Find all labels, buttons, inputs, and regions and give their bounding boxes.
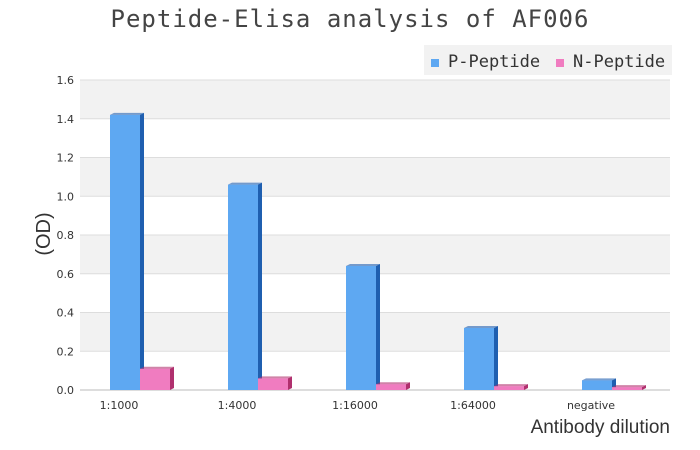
bar-top-n-peptide [494, 384, 528, 387]
bar-top-n-peptide [612, 385, 646, 388]
bar-side-n-peptide [524, 384, 528, 390]
y-tick-label: 0.8 [57, 229, 75, 242]
plot-band [80, 118, 670, 158]
bar-n-peptide [140, 368, 170, 390]
bar-p-peptide [228, 184, 258, 390]
x-tick-label: 1:4000 [218, 399, 257, 412]
legend-label-n-peptide: N-Peptide [573, 52, 665, 72]
plot-band [80, 80, 670, 119]
x-tick-label: negative [567, 399, 615, 412]
y-tick-label: 0.4 [57, 307, 75, 320]
bar-side-p-peptide [376, 264, 380, 390]
bar-p-peptide [464, 328, 494, 390]
x-axis-title: Antibody dilution [531, 417, 670, 438]
bar-top-p-peptide [346, 264, 380, 266]
y-tick-label: 0.6 [57, 268, 75, 281]
plot-band [80, 196, 670, 235]
y-axis-ticks: 0.0 0.2 0.4 0.6 0.8 1.0 1.2 1.4 1.6 [57, 74, 75, 397]
bar-top-n-peptide [376, 382, 410, 385]
x-axis-ticks: 1:1000 1:4000 1:16000 1:64000 negative [100, 399, 616, 412]
bar-p-peptide [110, 114, 140, 390]
bar-top-n-peptide [140, 366, 174, 369]
bar-side-n-peptide [170, 366, 174, 390]
bar-n-peptide [376, 384, 406, 390]
legend-background [424, 45, 672, 75]
y-tick-label: 1.4 [57, 113, 75, 126]
y-tick-label: 1.6 [57, 74, 75, 87]
bar-top-n-peptide [258, 376, 292, 379]
legend: P-Peptide N-Peptide [424, 45, 672, 75]
x-tick-label: 1:64000 [450, 399, 496, 412]
y-tick-label: 1.0 [57, 190, 75, 203]
bar-side-p-peptide [258, 182, 262, 390]
bar-top-p-peptide [228, 182, 262, 185]
bar-top-p-peptide [464, 326, 498, 328]
bar-p-peptide [346, 266, 376, 390]
y-tick-label: 0.2 [57, 345, 75, 358]
bar-side-p-peptide [494, 326, 498, 390]
bar-p-peptide [582, 380, 612, 390]
bar-top-p-peptide [582, 378, 616, 381]
bar-n-peptide [258, 378, 288, 390]
bar-side-n-peptide [288, 376, 292, 390]
bars [110, 112, 646, 390]
y-tick-label: 0.0 [57, 384, 75, 397]
legend-swatch-p-peptide [431, 59, 439, 67]
y-tick-label: 1.2 [57, 152, 75, 165]
bar-n-peptide [612, 387, 642, 390]
bar-side-p-peptide [140, 112, 144, 390]
legend-swatch-n-peptide [556, 59, 564, 67]
bar-side-n-peptide [642, 385, 646, 390]
bar-top-p-peptide [110, 112, 144, 115]
chart-title: Peptide-Elisa analysis of AF006 [111, 5, 590, 33]
x-tick-label: 1:16000 [332, 399, 378, 412]
legend-label-p-peptide: P-Peptide [448, 52, 540, 72]
bar-n-peptide [494, 386, 524, 390]
plot-band [80, 157, 670, 197]
y-axis-title: (OD) [33, 212, 55, 255]
bar-side-n-peptide [406, 382, 410, 390]
x-tick-label: 1:1000 [100, 399, 139, 412]
